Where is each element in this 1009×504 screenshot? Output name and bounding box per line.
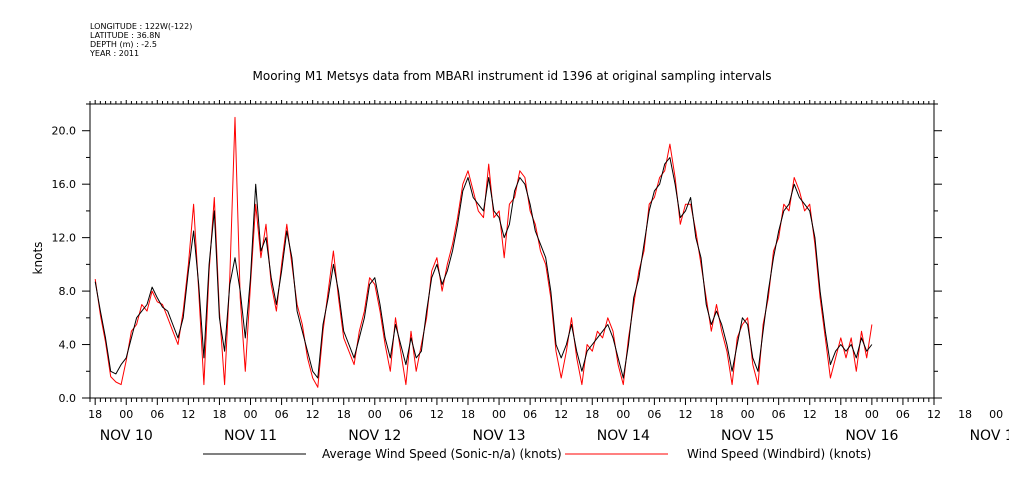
longitude-label: LONGITUDE : 122W(-122): [90, 22, 193, 31]
x-hour-label: 18: [710, 408, 724, 421]
x-hour-label: 06: [150, 408, 164, 421]
x-hour-label: 00: [989, 408, 1003, 421]
series-line-windbird: [94, 116, 873, 388]
y-tick-label: 12.0: [52, 232, 77, 245]
x-day-label: NOV 13: [473, 428, 526, 444]
data-series: [94, 116, 873, 388]
x-hour-label: 00: [616, 408, 630, 421]
x-hour-label: 18: [958, 408, 972, 421]
x-hour-label: 06: [647, 408, 661, 421]
y-tick-label: 20.0: [52, 125, 77, 138]
y-tick-label: 16.0: [52, 178, 77, 191]
x-tick-labels: 18 00 06 12 18 00 06 12 18 00 06 12 18 00 06 12 18 00 06 12…: [88, 408, 1009, 444]
x-day-label: NOV 16: [845, 428, 898, 444]
plot-frame: [89, 103, 935, 399]
latitude-label: LATITUDE : 36.8N: [90, 31, 161, 40]
x-hour-label: 00: [741, 408, 755, 421]
y-tick-label: 0.0: [59, 392, 77, 405]
x-hour-label: 12: [803, 408, 817, 421]
x-hour-label: 06: [523, 408, 537, 421]
station-metadata: LONGITUDE : 122W(-122) LATITUDE : 36.8N …: [90, 22, 192, 58]
x-day-label: NOV 12: [348, 428, 401, 444]
legend: Average Wind Speed (Sonic-n/a) (knots) W…: [203, 447, 871, 461]
x-hour-label: 18: [834, 408, 848, 421]
x-hour-label: 12: [306, 408, 320, 421]
x-hour-label: 12: [554, 408, 568, 421]
x-hour-label: 06: [399, 408, 413, 421]
legend-label-average-wind: Average Wind Speed (Sonic-n/a) (knots): [322, 447, 562, 461]
x-hour-label: 12: [430, 408, 444, 421]
y-tick-label: 4.0: [59, 339, 77, 352]
x-hour-label: 06: [772, 408, 786, 421]
x-hour-label: 12: [678, 408, 692, 421]
x-day-label: NOV 10: [100, 428, 153, 444]
y-tick-label: 8.0: [59, 285, 77, 298]
series-line-average-wind: [94, 157, 873, 379]
y-axis-label: knots: [31, 242, 45, 275]
x-hour-label: 18: [461, 408, 475, 421]
x-hour-label: 12: [181, 408, 195, 421]
x-hour-label: 00: [119, 408, 133, 421]
x-hour-label: 18: [212, 408, 226, 421]
x-hour-label: 00: [368, 408, 382, 421]
x-hour-label: 18: [88, 408, 102, 421]
x-hour-label: 00: [244, 408, 258, 421]
x-day-label: NOV 14: [597, 428, 650, 444]
y-tick-labels: 0.0 4.0 8.0 12.0 16.0 20.0: [52, 125, 77, 405]
x-hour-label: 18: [337, 408, 351, 421]
x-hour-label: 06: [275, 408, 289, 421]
x-day-label: NOV 15: [721, 428, 774, 444]
x-hour-label: 00: [865, 408, 879, 421]
axis-ticks: [82, 100, 942, 405]
x-hour-label: 18: [585, 408, 599, 421]
chart-title: Mooring M1 Metsys data from MBARI instru…: [253, 69, 772, 83]
x-hour-label: 00: [492, 408, 506, 421]
x-hour-label: 06: [896, 408, 910, 421]
x-day-label: NOV 17: [970, 428, 1009, 444]
x-day-label: NOV 11: [224, 428, 277, 444]
depth-label: DEPTH (m) : -2.5: [90, 40, 157, 49]
x-hour-label: 12: [927, 408, 941, 421]
legend-label-windbird: Wind Speed (Windbird) (knots): [687, 447, 871, 461]
year-label: YEAR : 2011: [90, 49, 140, 58]
